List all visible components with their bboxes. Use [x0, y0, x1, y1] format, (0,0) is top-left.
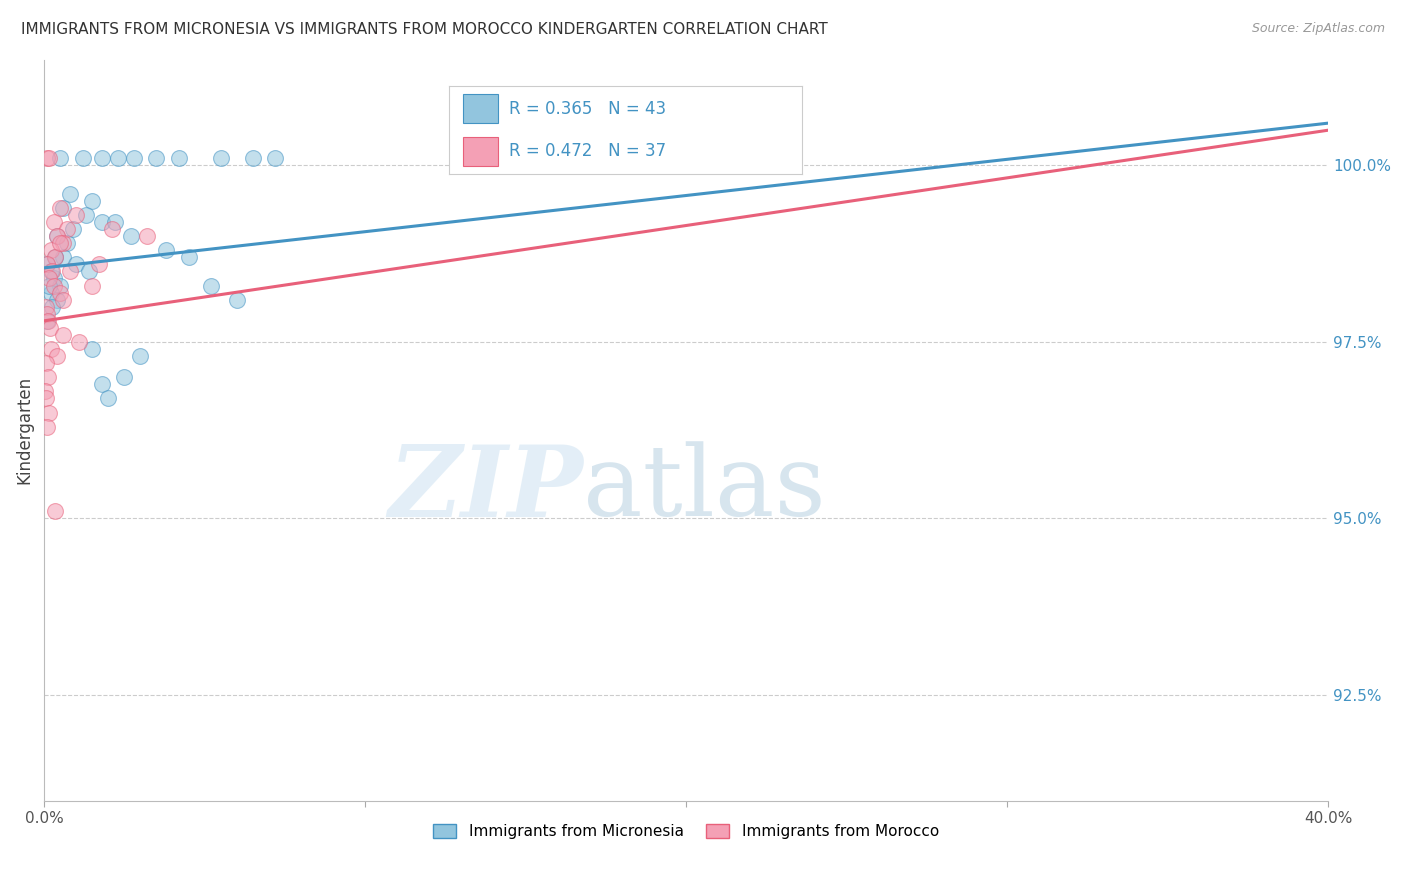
Point — [90, 215, 112, 229]
Text: atlas: atlas — [583, 442, 827, 538]
Legend: Immigrants from Micronesia, Immigrants from Morocco: Immigrants from Micronesia, Immigrants f… — [427, 818, 945, 845]
Point — [37, 314, 59, 328]
Point — [35, 314, 58, 328]
Point — [52, 293, 75, 307]
Point — [46, 229, 69, 244]
Point — [200, 278, 222, 293]
Point — [52, 201, 75, 215]
Point — [42, 215, 65, 229]
Point — [38, 152, 60, 166]
Point — [67, 334, 90, 349]
Point — [49, 236, 72, 251]
Point — [39, 342, 62, 356]
Point — [82, 342, 104, 356]
Point — [44, 504, 66, 518]
Point — [62, 222, 84, 236]
Point — [52, 236, 75, 251]
Point — [145, 152, 167, 166]
Point — [120, 229, 142, 244]
Point — [167, 152, 190, 166]
Text: ZIP: ZIP — [388, 442, 583, 538]
Point — [59, 186, 82, 201]
Point — [65, 208, 87, 222]
Point — [37, 257, 59, 271]
Point — [34, 384, 56, 399]
Point — [225, 293, 247, 307]
Point — [44, 250, 66, 264]
Point — [35, 300, 58, 314]
Point — [49, 285, 72, 300]
Point — [37, 370, 59, 384]
Point — [38, 406, 60, 420]
Point — [38, 321, 60, 335]
Point — [38, 271, 60, 285]
Point — [35, 392, 58, 406]
Point — [82, 278, 104, 293]
Point — [82, 194, 104, 208]
Point — [39, 264, 62, 278]
Point — [690, 152, 713, 166]
Point — [90, 152, 112, 166]
Point — [97, 392, 120, 406]
Point — [55, 236, 77, 251]
Point — [264, 152, 287, 166]
Point — [112, 370, 135, 384]
Point — [135, 229, 157, 244]
Text: IMMIGRANTS FROM MICRONESIA VS IMMIGRANTS FROM MOROCCO KINDERGARTEN CORRELATION C: IMMIGRANTS FROM MICRONESIA VS IMMIGRANTS… — [21, 22, 828, 37]
Point — [55, 222, 77, 236]
Y-axis label: Kindergarten: Kindergarten — [15, 376, 32, 484]
Point — [35, 152, 58, 166]
Point — [49, 278, 72, 293]
Point — [46, 229, 69, 244]
Point — [44, 250, 66, 264]
Point — [129, 349, 152, 363]
Point — [177, 250, 200, 264]
Point — [72, 152, 94, 166]
Point — [46, 349, 69, 363]
Point — [52, 327, 75, 342]
Point — [39, 244, 62, 258]
Point — [42, 278, 65, 293]
Point — [107, 152, 129, 166]
Point — [59, 264, 82, 278]
Point — [41, 264, 63, 278]
Point — [100, 222, 122, 236]
Point — [65, 257, 87, 271]
Point — [209, 152, 232, 166]
Point — [155, 244, 177, 258]
Point — [242, 152, 264, 166]
Point — [35, 307, 58, 321]
Point — [37, 419, 59, 434]
Point — [122, 152, 145, 166]
Point — [104, 215, 127, 229]
Point — [49, 201, 72, 215]
Point — [90, 377, 112, 392]
Point — [87, 257, 110, 271]
Point — [38, 278, 60, 293]
Point — [35, 356, 58, 370]
Point — [46, 293, 69, 307]
Point — [42, 271, 65, 285]
Point — [75, 208, 97, 222]
Point — [37, 257, 59, 271]
Point — [49, 152, 72, 166]
Point — [52, 250, 75, 264]
Text: Source: ZipAtlas.com: Source: ZipAtlas.com — [1251, 22, 1385, 36]
Point — [41, 300, 63, 314]
Point — [39, 285, 62, 300]
Point — [77, 264, 100, 278]
